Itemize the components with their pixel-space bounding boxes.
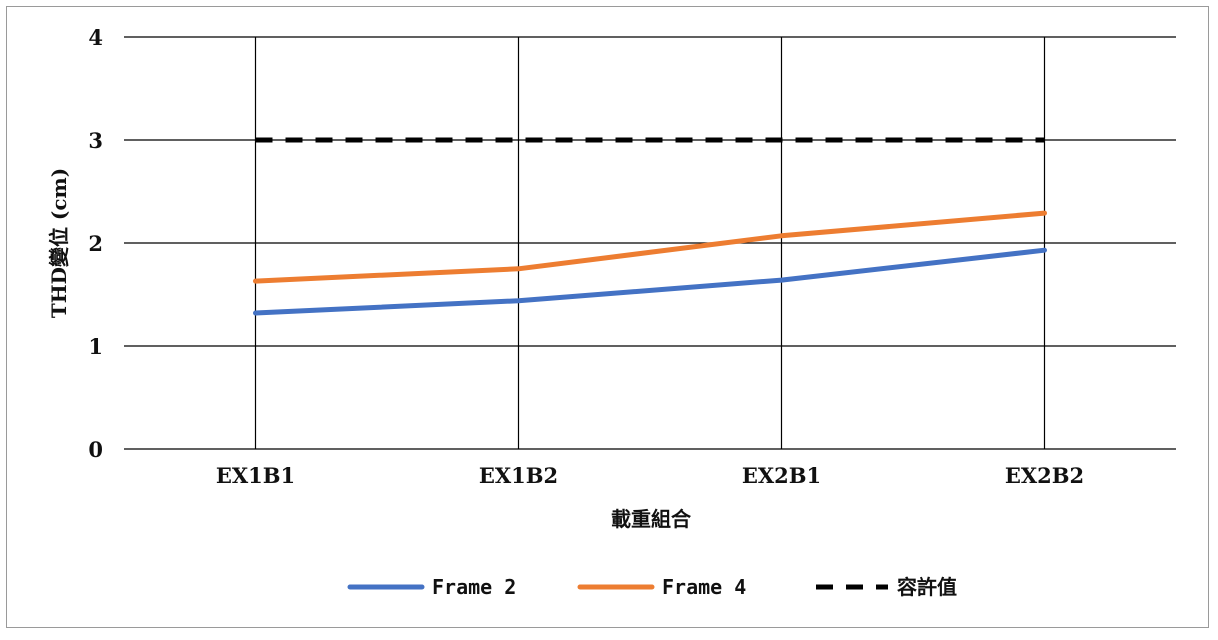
- legend: Frame 2 Frame 4 容許值: [347, 575, 957, 599]
- y-axis-title: THD變位 (cm): [47, 168, 71, 318]
- series-line-2: [253, 210, 1047, 284]
- y-tick-label-4: 4: [88, 25, 103, 50]
- legend-label-1: Frame 2: [432, 575, 516, 599]
- x-tick-label-ex1b1: EX1B1: [216, 463, 295, 488]
- series-lines: [253, 137, 1047, 316]
- grid: [124, 36, 1176, 450]
- x-tick-label-ex1b2: EX1B2: [479, 463, 558, 488]
- y-tick-label-3: 3: [88, 128, 103, 153]
- x-axis-title: 載重組合: [611, 507, 692, 531]
- y-tick-label-0: 0: [88, 437, 103, 462]
- x-tick-label-ex2b2: EX2B2: [1005, 463, 1084, 488]
- legend-label-3: 容許值: [897, 575, 957, 599]
- x-axis-ticks: EX1B1 EX1B2 EX2B1 EX2B2: [216, 463, 1084, 488]
- chart-frame: [6, 6, 1209, 628]
- x-tick-label-ex2b1: EX2B1: [742, 463, 821, 488]
- y-tick-label-1: 1: [88, 334, 103, 359]
- legend-label-2: Frame 4: [662, 575, 746, 599]
- y-tick-label-2: 2: [88, 231, 103, 256]
- series-line-1: [253, 247, 1047, 316]
- y-axis-ticks: 0 1 2 3 4: [88, 25, 103, 462]
